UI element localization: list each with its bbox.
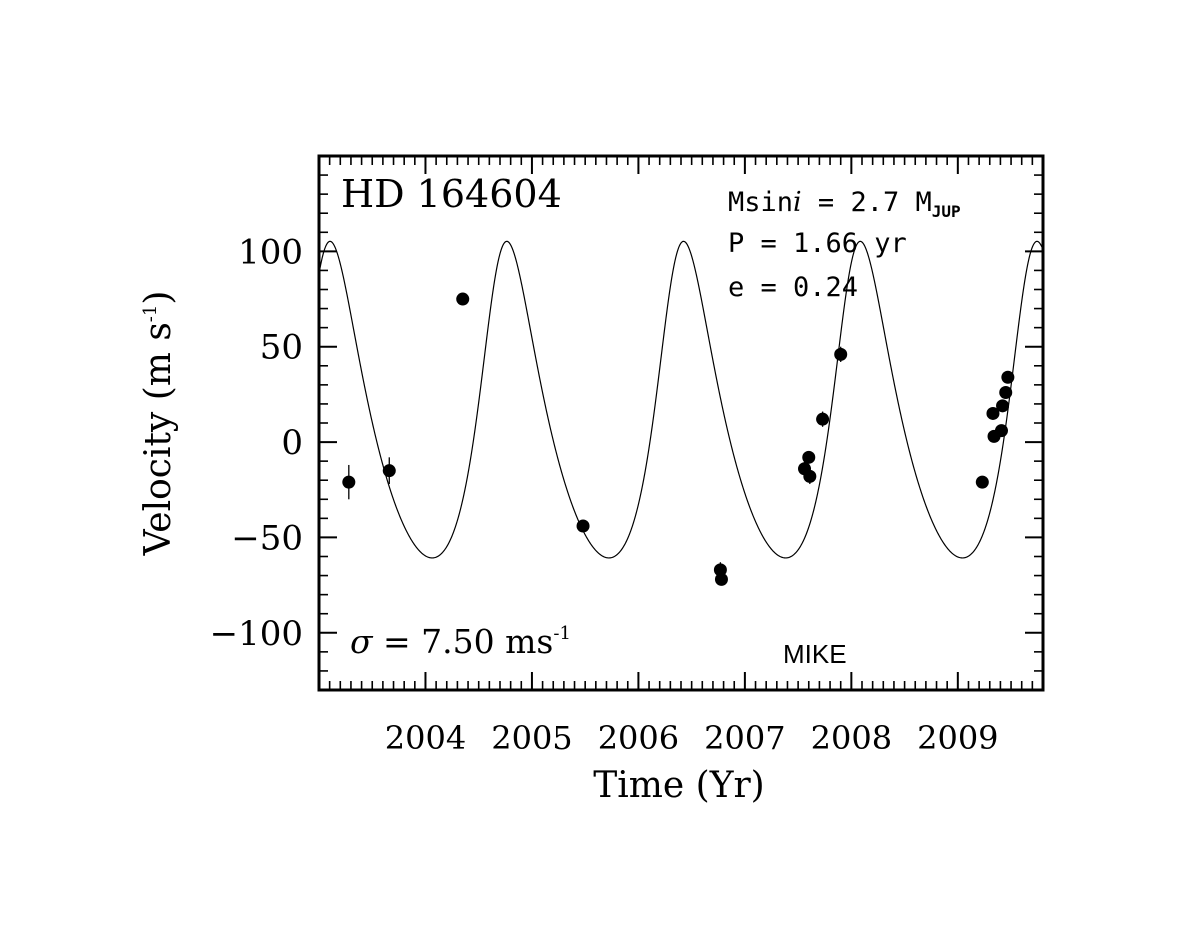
y-tick-label: 50: [260, 328, 303, 368]
y-axis-label-sup: -1: [140, 305, 161, 323]
data-point: [999, 385, 1013, 399]
x-tick-label: 2006: [598, 719, 679, 757]
instrument-label: MIKE: [783, 639, 847, 669]
x-tick-label: 2004: [385, 719, 466, 757]
sigma-value: = 7.50 ms: [373, 622, 554, 661]
x-tick-label: 2008: [811, 719, 892, 757]
x-tick-label: 2005: [491, 719, 572, 757]
sigma-superscript: -1: [553, 623, 571, 644]
x-axis-label: Time (Yr): [593, 765, 764, 806]
data-points: [342, 292, 1015, 586]
data-point: [994, 424, 1008, 438]
y-tick-label: 100: [238, 232, 303, 272]
data-point: [834, 347, 848, 361]
data-point: [456, 292, 470, 306]
y-axis-label: Velocity (m s-1): [138, 291, 179, 557]
data-point: [986, 406, 1000, 420]
msini-italic-i: i: [793, 187, 802, 218]
period-annotation: P = 1.66 yr: [728, 228, 907, 259]
y-tick-label: 0: [281, 423, 303, 463]
msini-prefix: Msin: [728, 187, 793, 218]
y-tick-labels: 100 50 0 −50 −100: [210, 232, 303, 653]
data-point: [996, 399, 1010, 413]
eccentricity-annotation: e = 0.24: [728, 272, 858, 303]
x-tick-label: 2007: [704, 719, 785, 757]
minor-ticks: [319, 156, 1044, 690]
msini-annotation: Msini = 2.7 MJUP: [728, 187, 961, 221]
data-point: [803, 469, 817, 483]
y-axis-label-close: ): [138, 291, 179, 305]
x-tick-label: 2009: [917, 719, 998, 757]
y-tick-label: −100: [210, 614, 303, 654]
data-point: [576, 519, 590, 533]
y-tick-label: −50: [231, 518, 303, 558]
data-point: [1001, 370, 1015, 384]
sigma-symbol: σ: [350, 622, 374, 661]
plot-frame: [317, 154, 1045, 692]
data-point: [714, 572, 728, 586]
y-axis-label-text: Velocity (m s: [138, 322, 179, 556]
data-point: [802, 450, 816, 464]
msini-value: = 2.7 M: [802, 187, 932, 218]
data-point: [342, 475, 356, 489]
orbit-model-curve: [318, 240, 1044, 559]
x-tick-labels: 2004 2005 2006 2007 2008 2009: [385, 719, 999, 757]
msini-subscript: JUP: [932, 202, 961, 221]
data-point: [975, 475, 989, 489]
chart-title: HD 164604: [341, 172, 562, 216]
sigma-annotation: σ = 7.50 ms-1: [350, 622, 571, 661]
major-ticks: [319, 156, 1043, 690]
data-point: [382, 464, 396, 478]
data-point: [713, 563, 727, 577]
data-point: [816, 412, 830, 426]
